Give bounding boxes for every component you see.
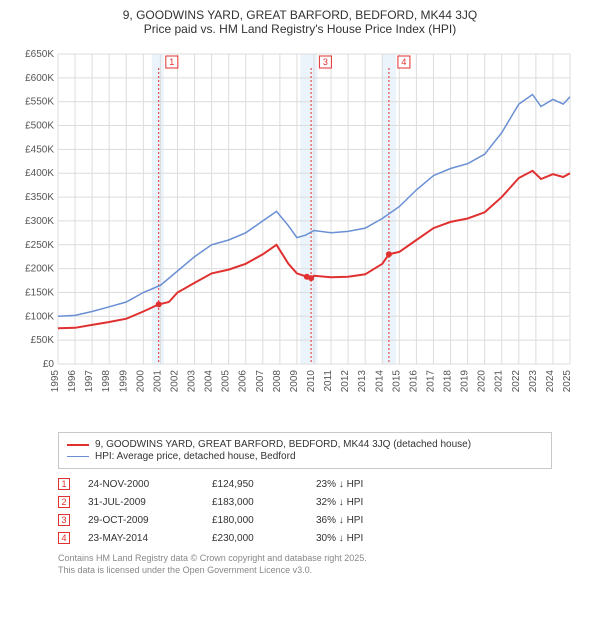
chart-svg: £0 £50K £100K £150K £200K £250K £300K £350K £400… [10, 44, 590, 424]
svg-text:2013: 2013 [357, 370, 368, 393]
footer-line: This data is licensed under the Open Gov… [58, 565, 552, 577]
svg-text:2016: 2016 [408, 370, 419, 393]
svg-text:2001: 2001 [152, 370, 163, 393]
sale-marker: 1 [58, 478, 70, 490]
sale-price: £230,000 [212, 533, 312, 544]
svg-text:2024: 2024 [545, 370, 556, 393]
svg-text:2014: 2014 [374, 370, 385, 393]
sale-date: 23-MAY-2014 [88, 533, 208, 544]
svg-text:£350K: £350K [25, 192, 54, 203]
svg-text:1998: 1998 [101, 370, 112, 393]
svg-text:2010: 2010 [306, 370, 317, 393]
sale-price: £124,950 [212, 479, 312, 490]
sale-delta: 36% ↓ HPI [316, 515, 436, 526]
svg-text:2009: 2009 [289, 370, 300, 393]
svg-text:£50K: £50K [31, 335, 55, 346]
sale-delta: 30% ↓ HPI [316, 533, 436, 544]
sale-marker: 3 [58, 514, 70, 526]
svg-text:2002: 2002 [169, 370, 180, 393]
title-subtitle: Price paid vs. HM Land Registry's House … [10, 22, 590, 36]
license-footer: Contains HM Land Registry data © Crown c… [58, 553, 552, 576]
legend-label: HPI: Average price, detached house, Bedf… [95, 451, 296, 462]
title-address: 9, GOODWINS YARD, GREAT BARFORD, BEDFORD… [10, 8, 590, 22]
svg-text:2025: 2025 [562, 370, 573, 393]
svg-text:2008: 2008 [272, 370, 283, 393]
svg-text:1997: 1997 [84, 370, 95, 393]
legend-item-hpi: HPI: Average price, detached house, Bedf… [67, 451, 543, 462]
sale-price: £183,000 [212, 497, 312, 508]
sale-date: 31-JUL-2009 [88, 497, 208, 508]
table-row: 2 31-JUL-2009 £183,000 32% ↓ HPI [58, 493, 552, 511]
svg-text:£0: £0 [43, 359, 55, 370]
svg-text:2003: 2003 [187, 370, 198, 393]
table-row: 1 24-NOV-2000 £124,950 23% ↓ HPI [58, 475, 552, 493]
sale-marker: 2 [58, 496, 70, 508]
sales-table: 1 24-NOV-2000 £124,950 23% ↓ HPI 2 31-JUL-200… [58, 475, 552, 547]
svg-text:2021: 2021 [494, 370, 505, 393]
svg-text:2011: 2011 [323, 370, 334, 392]
legend-item-property: 9, GOODWINS YARD, GREAT BARFORD, BEDFORD… [67, 439, 543, 450]
svg-text:£550K: £550K [25, 97, 54, 108]
svg-text:2018: 2018 [443, 370, 454, 393]
sale-delta: 32% ↓ HPI [316, 497, 436, 508]
svg-text:2005: 2005 [221, 370, 232, 393]
svg-text:£500K: £500K [25, 121, 54, 132]
svg-text:2019: 2019 [460, 370, 471, 393]
svg-text:2015: 2015 [391, 370, 402, 393]
footer-line: Contains HM Land Registry data © Crown c… [58, 553, 552, 565]
legend-swatch-red [67, 444, 89, 446]
sale-price: £180,000 [212, 515, 312, 526]
price-chart: £0 £50K £100K £150K £200K £250K £300K £350K £400… [10, 44, 590, 424]
chart-title: 9, GOODWINS YARD, GREAT BARFORD, BEDFORD… [10, 8, 590, 36]
sale-delta: 23% ↓ HPI [316, 479, 436, 490]
chart-legend: 9, GOODWINS YARD, GREAT BARFORD, BEDFORD… [58, 432, 552, 469]
table-row: 4 23-MAY-2014 £230,000 30% ↓ HPI [58, 529, 552, 547]
svg-text:£650K: £650K [25, 49, 54, 60]
svg-text:£400K: £400K [25, 168, 54, 179]
svg-text:2004: 2004 [204, 370, 215, 393]
svg-text:2000: 2000 [135, 370, 146, 393]
svg-text:2012: 2012 [340, 370, 351, 393]
svg-text:2007: 2007 [255, 370, 266, 393]
svg-text:2020: 2020 [477, 370, 488, 393]
svg-text:2022: 2022 [511, 370, 522, 393]
svg-text:£100K: £100K [25, 311, 54, 322]
legend-label: 9, GOODWINS YARD, GREAT BARFORD, BEDFORD… [95, 439, 471, 450]
sale-marker: 4 [58, 532, 70, 544]
legend-swatch-blue [67, 456, 89, 457]
svg-text:2023: 2023 [528, 370, 539, 393]
svg-text:3: 3 [323, 57, 328, 67]
svg-text:4: 4 [401, 57, 406, 67]
sale-date: 24-NOV-2000 [88, 479, 208, 490]
svg-text:2017: 2017 [425, 370, 436, 393]
svg-text:1995: 1995 [50, 370, 61, 393]
svg-text:£600K: £600K [25, 73, 54, 84]
svg-text:1: 1 [169, 57, 174, 67]
svg-text:£300K: £300K [25, 216, 54, 227]
svg-text:£150K: £150K [25, 287, 54, 298]
svg-text:1999: 1999 [118, 370, 129, 393]
svg-text:£450K: £450K [25, 144, 54, 155]
svg-text:1996: 1996 [67, 370, 78, 393]
svg-text:2006: 2006 [238, 370, 249, 393]
svg-text:£200K: £200K [25, 264, 54, 275]
svg-text:£250K: £250K [25, 240, 54, 251]
table-row: 3 29-OCT-2009 £180,000 36% ↓ HPI [58, 511, 552, 529]
sale-date: 29-OCT-2009 [88, 515, 208, 526]
